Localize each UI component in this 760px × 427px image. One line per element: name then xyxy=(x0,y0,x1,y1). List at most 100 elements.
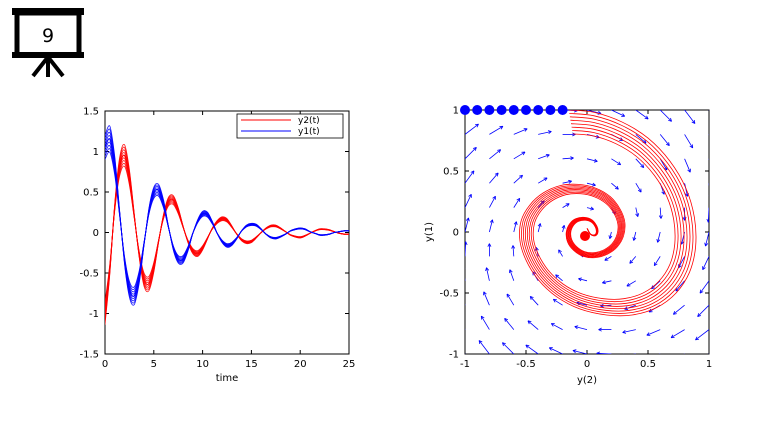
field-arrow-head xyxy=(465,217,470,222)
field-arrow xyxy=(602,280,612,284)
field-arrow-head xyxy=(460,290,463,293)
field-arrow-head xyxy=(499,125,504,130)
legend-label: y1(t) xyxy=(298,127,320,137)
field-arrow-head xyxy=(548,347,553,351)
series-line-y2(t)-band xyxy=(105,162,349,306)
y-tick-label: 0.5 xyxy=(83,188,99,199)
y-tick-label: 1 xyxy=(93,147,99,158)
x-axis-label: y(2) xyxy=(577,375,597,386)
field-arrow-head xyxy=(687,168,691,173)
x-tick-label: 0.5 xyxy=(640,359,656,370)
field-arrow xyxy=(513,198,521,208)
field-arrow-head xyxy=(704,242,709,247)
field-arrow-head xyxy=(622,353,624,354)
field-arrow xyxy=(684,110,696,124)
field-arrow xyxy=(562,225,565,233)
field-arrow xyxy=(657,231,661,243)
field-arrow-head xyxy=(475,123,479,128)
field-arrow-head xyxy=(590,206,594,211)
field-arrow-head xyxy=(711,171,714,174)
field-arrow xyxy=(480,315,490,330)
field-arrow xyxy=(586,207,594,210)
field-arrow-head xyxy=(472,147,477,151)
field-arrow xyxy=(489,149,501,160)
field-arrow-head xyxy=(547,130,552,135)
field-arrow-head xyxy=(516,197,521,202)
field-arrow xyxy=(486,267,490,281)
field-arrow xyxy=(489,172,499,184)
field-arrow-head xyxy=(574,325,579,330)
field-arrow xyxy=(549,347,563,354)
field-arrow xyxy=(551,323,563,330)
x-tick-label: -0.5 xyxy=(516,359,536,370)
field-arrow xyxy=(707,207,709,223)
field-arrow-head xyxy=(640,164,645,168)
field-arrow-head xyxy=(502,342,506,347)
field-arrow xyxy=(553,298,563,306)
field-arrow-head xyxy=(489,219,494,224)
time-series-chart: 0 5 10 15 20 25 -1.5 -1 -0.5 0 0.5 1 1.5 time y2(t)y1(… xyxy=(79,107,355,385)
field-arrow xyxy=(465,328,466,330)
field-arrow-head xyxy=(545,153,550,158)
field-arrow xyxy=(635,207,639,217)
series-line-y2(t)-band xyxy=(105,160,349,308)
field-arrow-head xyxy=(578,277,582,282)
field-arrow xyxy=(635,110,649,120)
field-arrow-head xyxy=(468,193,472,198)
trajectory-line xyxy=(524,119,688,310)
field-arrow xyxy=(555,274,563,282)
field-arrow-head xyxy=(552,298,557,303)
field-arrow xyxy=(512,245,515,257)
field-arrow xyxy=(513,221,517,233)
field-arrow xyxy=(611,182,619,190)
legend-box xyxy=(236,113,344,139)
field-arrow xyxy=(611,158,621,166)
y-tick-label: -1.5 xyxy=(79,350,99,361)
field-arrow-head xyxy=(691,120,696,124)
field-arrow xyxy=(572,350,588,354)
field-arrow xyxy=(695,329,709,341)
field-arrow-head xyxy=(699,289,704,294)
field-arrow xyxy=(708,110,709,111)
y-tick-label: 1.5 xyxy=(83,107,99,118)
field-arrow xyxy=(586,182,596,186)
field-arrow-head xyxy=(646,332,651,336)
field-arrow-head xyxy=(529,296,534,300)
field-arrow xyxy=(684,134,694,149)
field-arrow xyxy=(489,125,504,135)
field-arrow-head xyxy=(506,293,511,298)
series-line-y2(t) xyxy=(105,154,349,314)
series-line-y2(t)-band xyxy=(105,143,349,325)
field-arrow xyxy=(635,158,645,168)
field-arrow-head xyxy=(558,249,562,254)
field-arrow xyxy=(609,231,612,239)
field-arrow-head xyxy=(658,215,663,219)
field-arrow xyxy=(465,217,469,233)
x-tick-label: 5 xyxy=(151,359,157,370)
slide-number-icon: 9 xyxy=(12,8,84,78)
field-arrow xyxy=(684,183,688,197)
field-arrow xyxy=(653,256,661,266)
series-line-y1(t)-band xyxy=(105,128,349,304)
series-initial-points xyxy=(460,105,568,115)
field-arrow-head xyxy=(629,259,634,264)
field-arrow-head xyxy=(670,334,675,339)
field-arrow xyxy=(538,154,550,160)
field-arrow-head xyxy=(525,344,530,349)
x-tick-label: -1 xyxy=(460,359,470,370)
field-arrow xyxy=(673,304,685,315)
field-arrow-head xyxy=(598,327,602,332)
field-arrow-head xyxy=(668,117,672,122)
field-arrow xyxy=(578,278,588,282)
field-arrow xyxy=(562,157,574,160)
field-arrow-head xyxy=(572,349,577,354)
initial-point-marker xyxy=(496,105,507,115)
field-arrow xyxy=(489,196,496,208)
field-arrow xyxy=(465,303,466,306)
field-arrow xyxy=(465,170,475,184)
field-arrow-head xyxy=(626,282,631,287)
field-arrow xyxy=(506,293,515,306)
field-arrow-head xyxy=(465,267,466,269)
field-arrow-head xyxy=(485,267,490,272)
field-arrow-head xyxy=(483,291,487,296)
